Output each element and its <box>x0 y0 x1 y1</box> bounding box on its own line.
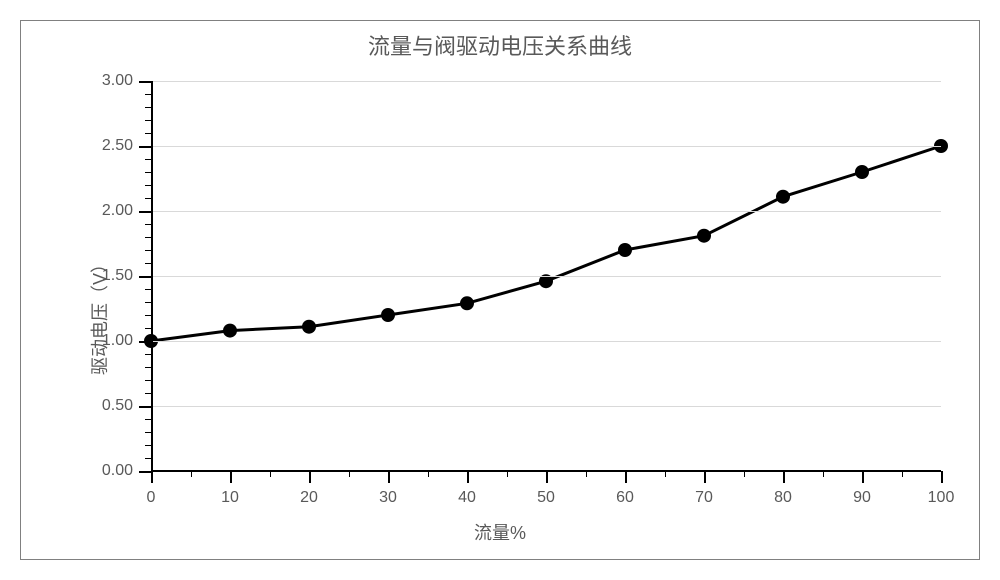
x-tick-label: 30 <box>379 489 397 507</box>
data-marker <box>302 320 316 334</box>
x-tick-major <box>230 471 232 483</box>
y-tick-minor <box>145 458 151 459</box>
y-tick-minor <box>145 172 151 173</box>
y-tick-major <box>139 146 151 148</box>
x-tick-major <box>704 471 706 483</box>
y-axis <box>151 81 153 471</box>
y-tick-minor <box>145 250 151 251</box>
x-tick-major <box>388 471 390 483</box>
y-tick-minor <box>145 133 151 134</box>
x-tick-minor <box>744 471 745 477</box>
grid-line <box>151 406 941 407</box>
grid-line <box>151 211 941 212</box>
x-tick-label: 0 <box>147 489 156 507</box>
y-tick-minor <box>145 120 151 121</box>
x-tick-minor <box>823 471 824 477</box>
y-tick-minor <box>145 94 151 95</box>
y-tick-minor <box>145 315 151 316</box>
x-axis-label: 流量% <box>474 519 526 545</box>
x-tick-label: 40 <box>458 489 476 507</box>
y-tick-minor <box>145 107 151 108</box>
grid-line <box>151 81 941 82</box>
x-tick-major <box>546 471 548 483</box>
data-marker <box>855 165 869 179</box>
x-tick-minor <box>507 471 508 477</box>
x-tick-minor <box>191 471 192 477</box>
x-tick-label: 80 <box>774 489 792 507</box>
x-tick-major <box>783 471 785 483</box>
grid-line <box>151 341 941 342</box>
y-tick-minor <box>145 263 151 264</box>
x-tick-major <box>151 471 153 483</box>
data-marker <box>223 324 237 338</box>
plot-wrapper: 驱动电压（V） 流量% 0.000.501.001.502.002.503.00… <box>21 71 979 559</box>
x-tick-minor <box>349 471 350 477</box>
y-tick-minor <box>145 198 151 199</box>
grid-line <box>151 146 941 147</box>
y-tick-major <box>139 406 151 408</box>
y-tick-minor <box>145 445 151 446</box>
x-tick-minor <box>428 471 429 477</box>
x-tick-label: 100 <box>928 489 955 507</box>
x-tick-label: 90 <box>853 489 871 507</box>
y-tick-major <box>139 471 151 473</box>
data-marker <box>776 190 790 204</box>
y-tick-label: 1.00 <box>102 332 133 350</box>
chart-border: 流量与阀驱动电压关系曲线 驱动电压（V） 流量% 0.000.501.001.5… <box>20 20 980 560</box>
x-tick-minor <box>665 471 666 477</box>
y-tick-minor <box>145 419 151 420</box>
x-tick-major <box>309 471 311 483</box>
y-tick-minor <box>145 224 151 225</box>
x-tick-major <box>862 471 864 483</box>
x-tick-minor <box>586 471 587 477</box>
y-tick-label: 0.50 <box>102 397 133 415</box>
y-tick-minor <box>145 289 151 290</box>
data-marker <box>460 296 474 310</box>
plot-area: 0.000.501.001.502.002.503.00010203040506… <box>151 81 941 471</box>
grid-line <box>151 276 941 277</box>
y-tick-minor <box>145 328 151 329</box>
x-tick-label: 60 <box>616 489 634 507</box>
x-tick-label: 10 <box>221 489 239 507</box>
y-tick-minor <box>145 159 151 160</box>
y-tick-minor <box>145 367 151 368</box>
y-tick-minor <box>145 237 151 238</box>
data-line <box>151 146 941 341</box>
y-tick-major <box>139 211 151 213</box>
y-tick-label: 1.50 <box>102 267 133 285</box>
x-tick-label: 70 <box>695 489 713 507</box>
y-tick-major <box>139 341 151 343</box>
data-marker <box>381 308 395 322</box>
y-tick-minor <box>145 380 151 381</box>
x-tick-label: 20 <box>300 489 318 507</box>
x-tick-minor <box>270 471 271 477</box>
x-tick-label: 50 <box>537 489 555 507</box>
y-tick-major <box>139 81 151 83</box>
y-tick-label: 2.50 <box>102 137 133 155</box>
x-tick-major <box>625 471 627 483</box>
x-tick-minor <box>902 471 903 477</box>
chart-container: 流量与阀驱动电压关系曲线 驱动电压（V） 流量% 0.000.501.001.5… <box>0 0 1000 580</box>
x-tick-major <box>941 471 943 483</box>
x-tick-major <box>467 471 469 483</box>
y-tick-major <box>139 276 151 278</box>
data-marker <box>697 229 711 243</box>
chart-title: 流量与阀驱动电压关系曲线 <box>21 21 979 66</box>
y-tick-minor <box>145 432 151 433</box>
data-marker <box>618 243 632 257</box>
y-tick-label: 0.00 <box>102 462 133 480</box>
y-tick-minor <box>145 185 151 186</box>
y-tick-minor <box>145 302 151 303</box>
y-tick-label: 2.00 <box>102 202 133 220</box>
y-tick-minor <box>145 393 151 394</box>
y-tick-minor <box>145 354 151 355</box>
y-tick-label: 3.00 <box>102 72 133 90</box>
